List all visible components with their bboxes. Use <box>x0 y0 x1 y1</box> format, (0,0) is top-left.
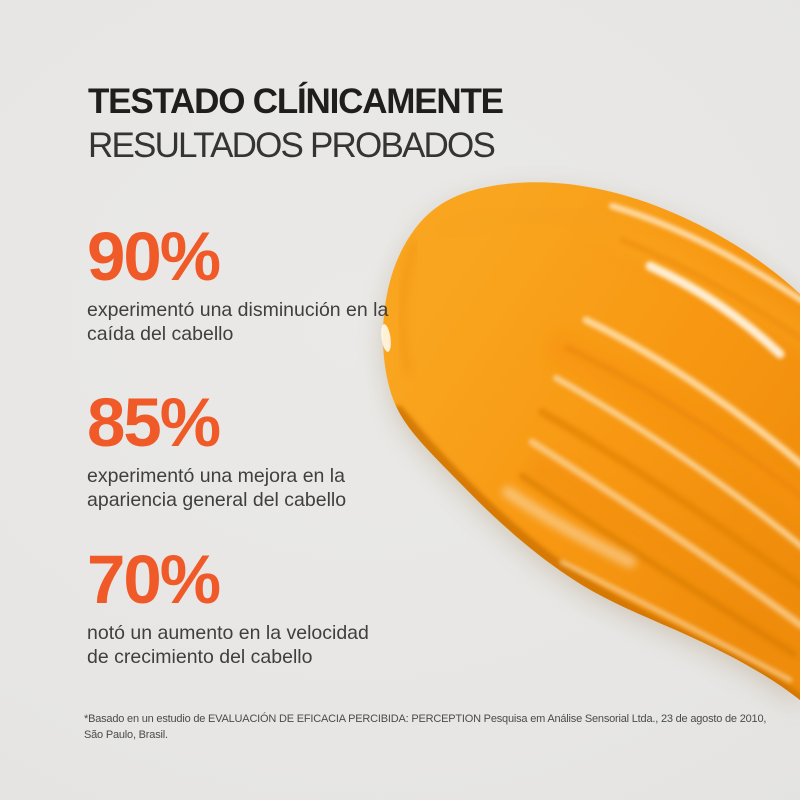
stat-description: experimentó una disminución en la caída … <box>87 299 389 345</box>
stat-block-appearance: 85% experimentó una mejora en la aparien… <box>87 388 427 512</box>
page-subtitle: RESULTADOS PROBADOS <box>88 126 496 165</box>
stat-value: 85% <box>87 384 221 461</box>
header: TESTADO CLÍNICAMENTE RESULTADOS PROBADOS <box>88 82 504 165</box>
stat-description: experimentó una mejora en la apariencia … <box>87 465 347 511</box>
footnote: *Basado en un estudio de EVALUACIÓN DE E… <box>84 713 767 741</box>
stat-block-hair-loss: 90% experimentó una disminución en la ca… <box>87 222 427 346</box>
stat-description: notó un aumento en la velocidad de creci… <box>87 622 369 668</box>
stat-value: 90% <box>87 218 221 295</box>
stat-value: 70% <box>87 541 221 618</box>
smear-edge-highlight <box>381 324 391 352</box>
stat-block-growth: 70% notó un aumento en la velocidad de c… <box>87 545 427 669</box>
page-title: TESTADO CLÍNICAMENTE <box>88 82 504 121</box>
